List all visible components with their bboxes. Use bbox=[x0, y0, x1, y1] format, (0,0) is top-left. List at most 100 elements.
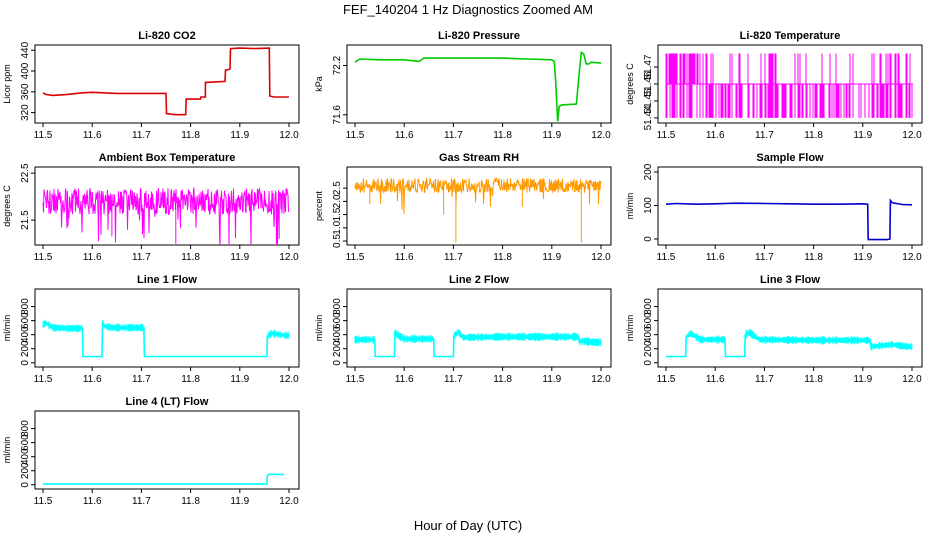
panel-title: Li-820 Pressure bbox=[438, 30, 520, 42]
y-tick-label: 400 bbox=[20, 448, 31, 465]
y-tick-label: 0.5 bbox=[332, 234, 343, 248]
x-tick-label: 11.7 bbox=[444, 130, 463, 141]
y-tick-label: 200 bbox=[643, 340, 654, 357]
data-series bbox=[42, 186, 290, 245]
y-tick-label: 800 bbox=[332, 298, 343, 315]
x-tick-label: 11.8 bbox=[804, 374, 823, 385]
x-tick-label: 11.8 bbox=[493, 252, 512, 263]
x-tick-label: 11.5 bbox=[34, 252, 53, 263]
y-tick-label: 800 bbox=[20, 420, 31, 437]
x-tick-label: 11.7 bbox=[755, 252, 774, 263]
x-tick-label: 11.6 bbox=[395, 252, 414, 263]
y-tick-label: 400 bbox=[332, 326, 343, 343]
x-tick-label: 11.5 bbox=[34, 130, 53, 141]
data-series-band bbox=[354, 329, 602, 354]
x-tick-label: 11.5 bbox=[346, 374, 365, 385]
x-tick-label: 12.0 bbox=[591, 374, 611, 385]
chart-panel: Gas Stream RH 11.5 11.6 11.7 11.8 11.9 12.0 0.5… bbox=[314, 152, 612, 263]
x-tick-label: 11.6 bbox=[706, 252, 725, 263]
x-tick-label: 11.9 bbox=[542, 374, 561, 385]
x-tick-label: 11.9 bbox=[542, 252, 561, 263]
data-series bbox=[42, 47, 289, 116]
y-tick-label: 51.47 bbox=[643, 54, 654, 79]
data-series bbox=[354, 51, 602, 122]
x-tick-label: 11.7 bbox=[755, 130, 774, 141]
data-series bbox=[43, 473, 285, 485]
y-tick-label: 51.44 bbox=[643, 105, 654, 130]
y-tick-label: 800 bbox=[20, 298, 31, 315]
data-series bbox=[354, 176, 602, 243]
figure-title: FEF_140204 1 Hz Diagnostics Zoomed AM bbox=[343, 2, 593, 17]
x-tick-label: 11.6 bbox=[706, 374, 725, 385]
x-tick-label: 11.5 bbox=[34, 496, 53, 507]
y-tick-label: 51.46 bbox=[643, 71, 654, 96]
y-tick-label: 360 bbox=[20, 83, 31, 100]
x-tick-label: 11.5 bbox=[34, 374, 53, 385]
x-tick-label: 11.7 bbox=[132, 374, 151, 385]
y-tick-label: 2.0 bbox=[332, 194, 343, 208]
y-tick-label: 600 bbox=[20, 434, 31, 451]
data-series-band bbox=[42, 319, 290, 353]
y-tick-label: 1.0 bbox=[332, 220, 343, 234]
y-tick-label: 600 bbox=[332, 312, 343, 329]
y-tick-label: 800 bbox=[643, 298, 654, 315]
x-tick-label: 11.8 bbox=[181, 252, 200, 263]
y-axis-label: ml/min bbox=[2, 437, 12, 464]
y-tick-label: 0 bbox=[643, 360, 654, 366]
chart-panel: Li-820 Temperature 11.5 11.6 11.7 11.8 11.9 12… bbox=[625, 30, 923, 141]
x-tick-label: 11.7 bbox=[755, 374, 774, 385]
y-tick-label: 600 bbox=[20, 312, 31, 329]
x-tick-label: 11.6 bbox=[83, 496, 102, 507]
y-tick-label: 71.6 bbox=[332, 105, 343, 125]
y-axis-label: ml/min bbox=[625, 315, 635, 342]
x-tick-label: 11.8 bbox=[181, 496, 200, 507]
figure-xlabel: Hour of Day (UTC) bbox=[414, 518, 522, 533]
x-tick-label: 12.0 bbox=[902, 252, 922, 263]
x-tick-label: 11.7 bbox=[132, 496, 151, 507]
y-axis-label: degrees C bbox=[625, 63, 635, 105]
y-tick-label: 72.2 bbox=[332, 55, 343, 75]
x-tick-label: 11.7 bbox=[444, 252, 463, 263]
x-tick-label: 11.6 bbox=[395, 374, 414, 385]
y-axis-label: ml/min bbox=[314, 315, 324, 342]
y-tick-label: 320 bbox=[20, 104, 31, 121]
x-tick-label: 11.6 bbox=[83, 130, 102, 141]
y-tick-label: 200 bbox=[20, 462, 31, 479]
panel-title: Li-820 CO2 bbox=[138, 30, 195, 42]
x-tick-label: 11.7 bbox=[444, 374, 463, 385]
plot-frame bbox=[657, 166, 923, 246]
y-tick-label: 0 bbox=[332, 360, 343, 366]
x-tick-label: 12.0 bbox=[279, 374, 299, 385]
plot-frame bbox=[346, 166, 612, 246]
x-tick-label: 11.9 bbox=[230, 374, 249, 385]
panel-title: Gas Stream RH bbox=[439, 152, 519, 164]
x-tick-label: 11.6 bbox=[83, 252, 102, 263]
data-series bbox=[665, 198, 913, 241]
plot-frame bbox=[34, 410, 300, 490]
data-series-band bbox=[685, 329, 913, 351]
x-tick-label: 11.9 bbox=[542, 130, 561, 141]
x-tick-label: 11.8 bbox=[493, 374, 512, 385]
y-tick-label: 440 bbox=[20, 41, 31, 58]
chart-panel: Ambient Box Temperature 11.5 11.6 11.7 11.8 1… bbox=[2, 152, 300, 263]
chart-panel: Line 3 Flow 11.5 11.6 11.7 11.8 11.9 12.0 0 2004… bbox=[625, 274, 923, 385]
y-tick-label: 600 bbox=[643, 312, 654, 329]
x-tick-label: 11.5 bbox=[657, 252, 676, 263]
chart-panel: Line 1 Flow 11.5 11.6 11.7 11.8 11.9 12.0 0 2004… bbox=[2, 274, 300, 385]
chart-panel: Sample Flow 11.5 11.6 11.7 11.8 11.9 12.0 0 100 2… bbox=[625, 152, 923, 263]
y-tick-label: 200 bbox=[20, 340, 31, 357]
x-tick-label: 12.0 bbox=[902, 130, 922, 141]
panel-title: Ambient Box Temperature bbox=[99, 152, 236, 164]
plot-frame bbox=[346, 44, 612, 124]
y-tick-label: 21.5 bbox=[20, 210, 31, 230]
y-tick-label: 51.45 bbox=[643, 88, 654, 113]
plot-frame bbox=[34, 166, 300, 246]
x-tick-label: 11.8 bbox=[804, 130, 823, 141]
x-tick-label: 12.0 bbox=[902, 374, 922, 385]
x-tick-label: 12.0 bbox=[591, 130, 611, 141]
y-tick-label: 400 bbox=[20, 326, 31, 343]
x-tick-label: 11.7 bbox=[132, 130, 151, 141]
y-tick-label: 2.5 bbox=[332, 181, 343, 195]
x-tick-label: 11.6 bbox=[706, 130, 725, 141]
